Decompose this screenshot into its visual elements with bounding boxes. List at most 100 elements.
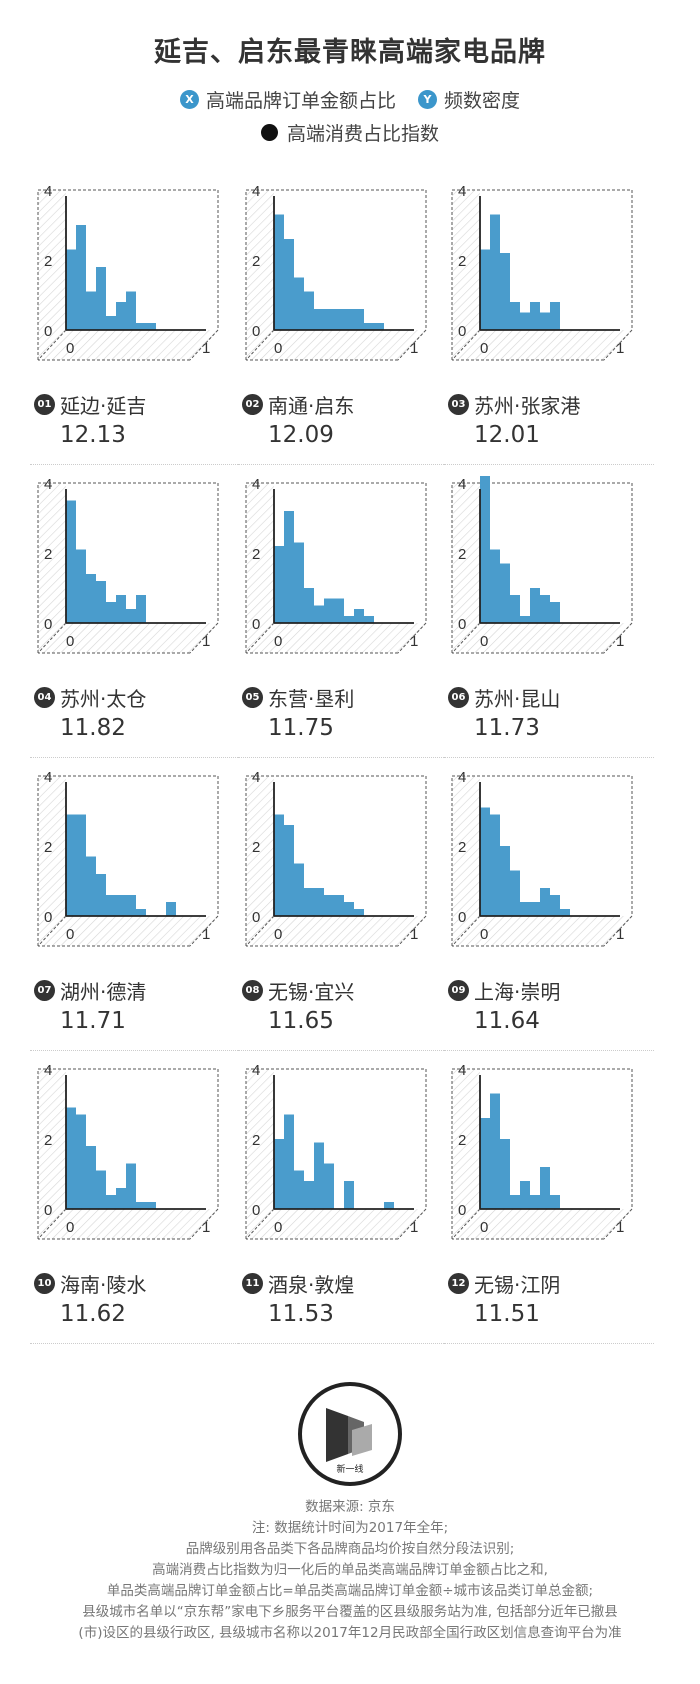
page-title: 延吉、启东最青睐高端家电品牌 xyxy=(154,37,546,68)
chart-panel: 0 2 4 0 1 03 苏州·张家港 12.01 xyxy=(444,178,654,470)
histogram-bar xyxy=(364,323,374,330)
city-name: 东营·垦利 xyxy=(268,687,355,711)
histogram-bar xyxy=(304,588,314,623)
index-value: 11.62 xyxy=(60,1301,126,1327)
legend-dot-label: 高端消费占比指数 xyxy=(286,123,439,145)
rank-badge: 12 xyxy=(448,1273,469,1294)
histogram-chart: 0 2 4 0 1 xyxy=(451,476,633,654)
histogram-bar xyxy=(86,1146,96,1209)
floor-plane xyxy=(452,1209,632,1239)
histogram-bar xyxy=(106,602,116,623)
chart-panel: 0 2 4 0 1 05 东营·垦利 11.75 xyxy=(238,471,448,763)
rank-badge: 06 xyxy=(448,687,469,708)
y-tick-label: 2 xyxy=(252,839,260,856)
rank-badge: 01 xyxy=(34,394,55,415)
histogram-bar xyxy=(324,309,334,330)
histogram-bar xyxy=(126,291,136,330)
histogram-bar xyxy=(66,814,76,916)
row-divider xyxy=(238,1050,448,1051)
y-tick-label: 2 xyxy=(44,1132,52,1149)
chart-panel: 0 2 4 0 1 07 湖州·德清 11.71 xyxy=(30,764,240,1056)
note-line: (市)设区的县级行政区, 县级城市名称以2017年12月民政部全国行政区划信息查… xyxy=(78,1625,622,1641)
histogram-bar xyxy=(480,1118,490,1209)
chart-panel: 0 2 4 0 1 04 苏州·太仓 11.82 xyxy=(30,471,240,763)
row-divider xyxy=(444,757,654,758)
histogram-chart: 0 2 4 0 1 xyxy=(37,769,219,947)
row-divider xyxy=(30,757,240,758)
index-value: 11.75 xyxy=(268,715,334,741)
chart-panel: 0 2 4 0 1 12 无锡·江阴 11.51 xyxy=(444,1057,654,1349)
y-tick-label: 2 xyxy=(44,253,52,270)
index-value: 11.65 xyxy=(268,1008,334,1034)
rank-badge: 03 xyxy=(448,394,469,415)
row-divider xyxy=(238,1343,448,1344)
frame-line xyxy=(37,915,67,947)
histogram-bar xyxy=(146,1202,156,1209)
city-name: 延边·延吉 xyxy=(60,394,147,418)
side-wall xyxy=(246,776,274,946)
histogram-bar xyxy=(490,549,500,623)
x-tick-label: 1 xyxy=(410,1219,418,1236)
city-name: 上海·崇明 xyxy=(474,980,561,1004)
frame-line xyxy=(451,1208,481,1240)
frame-line xyxy=(189,622,219,654)
row-divider xyxy=(30,1050,240,1051)
note-line: 高端消费占比指数为归一化后的单品类高端品牌订单金额占比之和, xyxy=(152,1562,548,1578)
histogram-bar xyxy=(314,888,324,916)
legend: X 高端品牌订单金额占比 Y 频数密度 xyxy=(0,86,700,113)
x-tick-label: 1 xyxy=(410,633,418,650)
y-tick-label: 4 xyxy=(458,183,466,200)
floor-plane xyxy=(246,1209,426,1239)
note-line: 注: 数据统计时间为2017年全年; xyxy=(251,1520,449,1536)
y-tick-label: 0 xyxy=(458,1202,466,1219)
histogram-bar xyxy=(76,814,86,916)
note-line: 数据来源: 京东 xyxy=(305,1499,395,1515)
histogram-bar xyxy=(274,1139,284,1209)
rank-badge: 04 xyxy=(34,687,55,708)
chart-panel: 0 2 4 0 1 10 海南·陵水 11.62 xyxy=(30,1057,240,1349)
x-tick-label: 0 xyxy=(274,1219,282,1236)
chart-panel: 0 2 4 0 1 01 延边·延吉 12.13 xyxy=(30,178,240,470)
y-tick-label: 2 xyxy=(458,839,466,856)
row-divider xyxy=(238,464,448,465)
histogram-bar xyxy=(314,1142,324,1209)
x-tick-label: 0 xyxy=(274,926,282,943)
histogram-bar xyxy=(66,249,76,330)
frame-line xyxy=(245,329,275,361)
floor-plane xyxy=(452,330,632,360)
floor-plane xyxy=(38,623,218,653)
legend-item-x: X 高端品牌订单金额占比 xyxy=(179,86,396,113)
frame-line xyxy=(245,915,275,947)
x-tick-label: 1 xyxy=(202,340,210,357)
floor-plane xyxy=(246,330,426,360)
note-line: 县级城市名单以“京东帮”家电下乡服务平台覆盖的区县级服务站为准, 包括部分近年已… xyxy=(82,1604,618,1620)
histogram-bar xyxy=(550,895,560,916)
x-tick-label: 0 xyxy=(480,340,488,357)
legend-x-label: 高端品牌订单金额占比 xyxy=(205,90,396,112)
floor-plane xyxy=(38,1209,218,1239)
histogram-bar xyxy=(334,598,344,623)
histogram-bar xyxy=(284,239,294,330)
frame-line xyxy=(603,329,633,361)
y-tick-label: 4 xyxy=(44,183,52,200)
histogram-bar xyxy=(550,602,560,623)
histogram-bar xyxy=(560,909,570,916)
x-tick-label: 1 xyxy=(616,926,624,943)
histogram-bar xyxy=(284,511,294,623)
histogram-bar xyxy=(294,542,304,623)
logo: 新一线 xyxy=(298,1382,402,1486)
histogram-bar xyxy=(344,902,354,916)
frame-line xyxy=(245,622,275,654)
frame-line xyxy=(37,1208,67,1240)
histogram-bar xyxy=(354,909,364,916)
city-name: 苏州·昆山 xyxy=(474,687,561,711)
histogram-bar xyxy=(86,291,96,330)
histogram-bar xyxy=(304,888,314,916)
histogram-bar xyxy=(136,909,146,916)
histogram-bar xyxy=(274,546,284,623)
histogram-bar xyxy=(550,302,560,330)
y-tick-label: 0 xyxy=(252,323,260,340)
floor-plane xyxy=(452,623,632,653)
rank-badge: 09 xyxy=(448,980,469,1001)
frame-line xyxy=(37,329,67,361)
